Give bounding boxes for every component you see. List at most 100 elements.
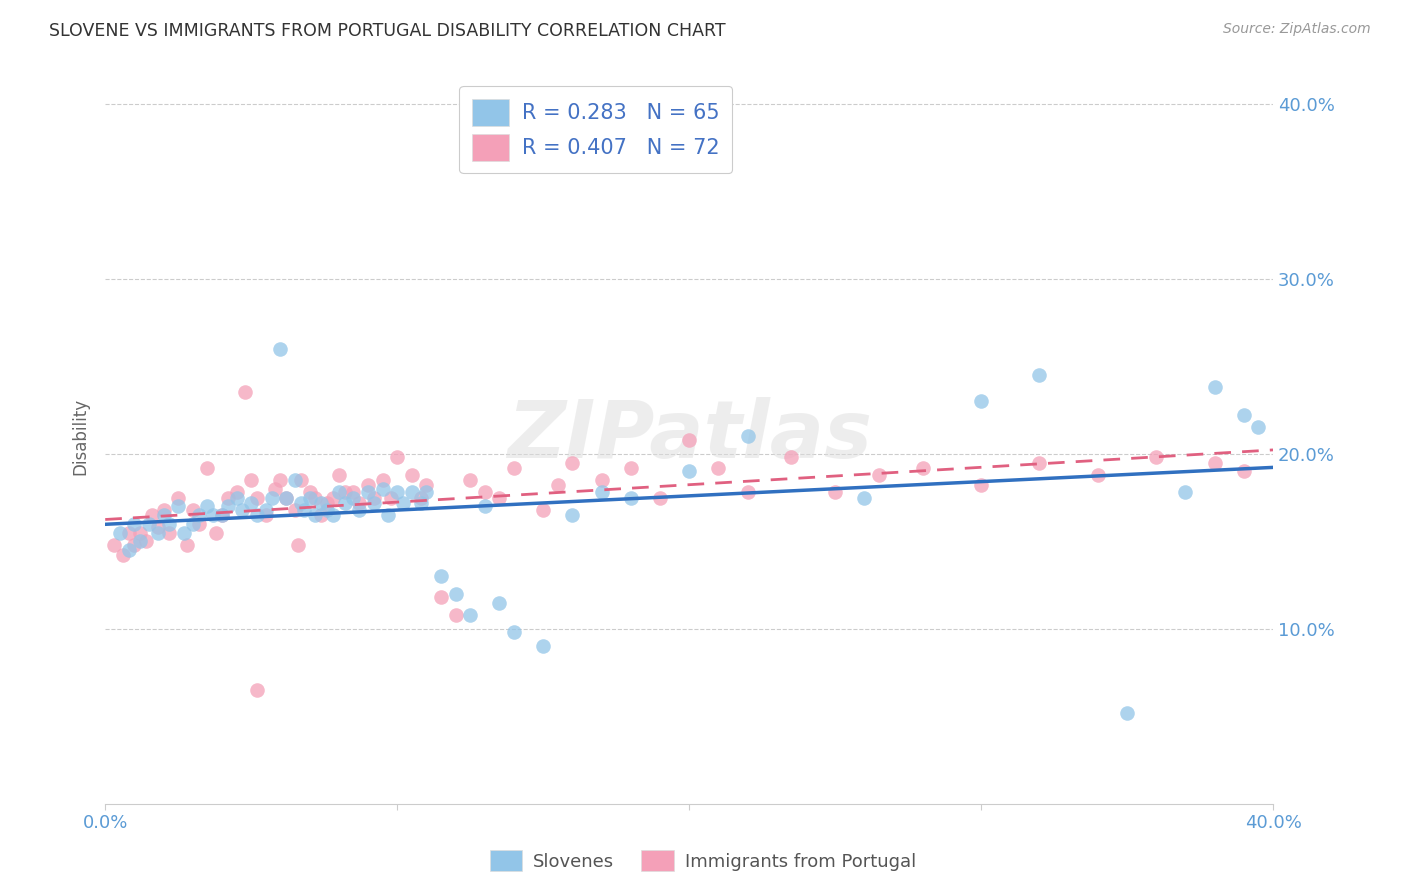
Point — [284, 473, 307, 487]
Point — [167, 500, 190, 514]
Point — [357, 478, 380, 492]
Point — [298, 491, 321, 505]
Point — [853, 491, 876, 505]
Point — [1144, 450, 1167, 465]
Point — [129, 534, 152, 549]
Point — [1247, 420, 1270, 434]
Point — [159, 525, 181, 540]
Point — [380, 491, 402, 505]
Point — [246, 491, 269, 505]
Point — [217, 500, 239, 514]
Point — [531, 503, 554, 517]
Legend: Slovenes, Immigrants from Portugal: Slovenes, Immigrants from Portugal — [482, 843, 924, 879]
Point — [254, 503, 277, 517]
Point — [328, 485, 350, 500]
Point — [591, 473, 613, 487]
Point — [503, 625, 526, 640]
Point — [117, 525, 139, 540]
Point — [347, 503, 370, 517]
Point — [474, 485, 496, 500]
Point — [276, 491, 298, 505]
Text: Source: ZipAtlas.com: Source: ZipAtlas.com — [1223, 22, 1371, 37]
Point — [103, 538, 125, 552]
Point — [173, 525, 195, 540]
Point — [328, 467, 350, 482]
Point — [276, 491, 298, 505]
Point — [970, 394, 993, 409]
Point — [152, 508, 174, 522]
Point — [108, 525, 131, 540]
Point — [298, 485, 321, 500]
Point — [415, 478, 437, 492]
Point — [392, 496, 415, 510]
Point — [322, 491, 344, 505]
Point — [333, 485, 356, 500]
Point — [357, 485, 380, 500]
Point — [225, 491, 247, 505]
Point — [146, 520, 169, 534]
Point — [284, 503, 307, 517]
Point — [620, 460, 643, 475]
Point — [1028, 456, 1050, 470]
Point — [322, 508, 344, 522]
Point — [124, 516, 146, 531]
Point — [363, 491, 385, 505]
Text: SLOVENE VS IMMIGRANTS FROM PORTUGAL DISABILITY CORRELATION CHART: SLOVENE VS IMMIGRANTS FROM PORTUGAL DISA… — [49, 22, 725, 40]
Point — [211, 508, 233, 522]
Point — [316, 503, 339, 517]
Point — [141, 508, 163, 522]
Point — [117, 543, 139, 558]
Point — [333, 496, 356, 510]
Point — [159, 516, 181, 531]
Point — [1204, 380, 1226, 394]
Y-axis label: Disability: Disability — [72, 398, 89, 475]
Point — [474, 500, 496, 514]
Point — [1233, 409, 1256, 423]
Point — [290, 496, 312, 510]
Point — [385, 450, 408, 465]
Point — [269, 473, 291, 487]
Point — [304, 508, 326, 522]
Point — [409, 491, 432, 505]
Point — [531, 640, 554, 654]
Point — [290, 473, 312, 487]
Point — [316, 496, 339, 510]
Point — [152, 503, 174, 517]
Point — [167, 491, 190, 505]
Point — [202, 508, 225, 522]
Point — [246, 683, 269, 698]
Point — [205, 525, 228, 540]
Point — [347, 496, 370, 510]
Point — [503, 460, 526, 475]
Point — [1087, 467, 1109, 482]
Point — [970, 478, 993, 492]
Point — [124, 538, 146, 552]
Point — [217, 491, 239, 505]
Point — [707, 460, 730, 475]
Point — [240, 496, 263, 510]
Point — [187, 508, 209, 522]
Point — [292, 503, 315, 517]
Point — [342, 485, 364, 500]
Point — [129, 525, 152, 540]
Point — [135, 534, 157, 549]
Point — [211, 508, 233, 522]
Point — [561, 456, 583, 470]
Point — [1028, 368, 1050, 382]
Point — [678, 464, 700, 478]
Point — [187, 516, 209, 531]
Point — [231, 503, 253, 517]
Point — [304, 491, 326, 505]
Text: ZIPatlas: ZIPatlas — [506, 397, 872, 475]
Point — [269, 342, 291, 356]
Point — [254, 508, 277, 522]
Point — [342, 491, 364, 505]
Point — [547, 478, 569, 492]
Point — [240, 473, 263, 487]
Point — [225, 485, 247, 500]
Point — [246, 508, 269, 522]
Point — [620, 491, 643, 505]
Point — [263, 482, 285, 496]
Point — [824, 485, 846, 500]
Point — [1204, 456, 1226, 470]
